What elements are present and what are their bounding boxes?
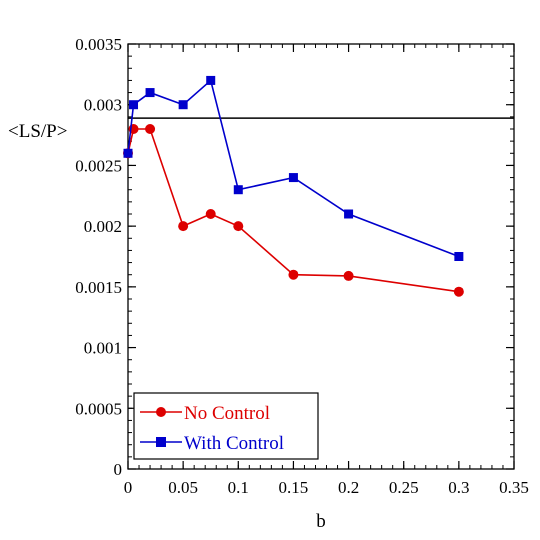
data-point-with-control: [344, 209, 354, 219]
legend-marker-with-control: [156, 437, 166, 447]
y-tick-label: 0.001: [84, 339, 122, 358]
data-point-no-control: [288, 269, 299, 280]
x-tick-label: 0.2: [338, 478, 359, 497]
data-point-with-control: [178, 100, 188, 110]
series-line-with-control: [127, 78, 460, 258]
x-tick-label: 0.35: [499, 478, 529, 497]
axis-ticks: [127, 43, 515, 470]
x-tick-label: 0.25: [389, 478, 419, 497]
x-tick-label: 0.1: [228, 478, 249, 497]
data-point-no-control: [453, 286, 464, 297]
data-point-no-control: [178, 221, 189, 232]
series-layer: [123, 75, 464, 297]
data-point-with-control: [233, 185, 243, 195]
x-tick-label: 0.05: [168, 478, 198, 497]
y-axis-label: <LS/P>: [8, 121, 67, 142]
legend-marker-no-control: [156, 407, 166, 417]
data-point-with-control: [206, 75, 216, 85]
data-point-with-control: [129, 100, 139, 110]
x-tick-label: 0: [124, 478, 133, 497]
y-tick-label: 0.002: [84, 217, 122, 236]
legend: No Control With Control: [133, 392, 319, 460]
x-axis-label: b: [316, 511, 326, 532]
data-point-no-control: [145, 124, 156, 134]
data-point-with-control: [145, 88, 155, 98]
legend-label-no-control: No Control: [184, 403, 270, 424]
legend-box: [133, 392, 319, 460]
x-tick-label: 0.15: [279, 478, 309, 497]
y-tick-label: 0.0025: [75, 156, 122, 175]
x-tick-label: 0.3: [448, 478, 469, 497]
data-point-with-control: [288, 173, 298, 183]
data-point-with-control: [123, 148, 133, 158]
data-point-no-control: [343, 270, 354, 281]
axis-tick-labels: 0 0.05 0.1 0.15 0.2 0.25 0.3 0.35 0 0.0005 0.001 0.…: [75, 35, 529, 497]
y-tick-label: 0.0005: [75, 399, 122, 418]
legend-label-with-control: With Control: [184, 433, 284, 454]
y-tick-label: 0.0015: [75, 278, 122, 297]
y-tick-label: 0: [114, 460, 123, 479]
data-point-with-control: [454, 252, 464, 261]
plot-frame: [127, 43, 515, 470]
y-tick-label: 0.0035: [75, 35, 122, 54]
y-tick-label: 0.003: [84, 96, 122, 115]
series-line-no-control: [127, 128, 459, 293]
data-point-no-control: [233, 221, 244, 232]
data-point-no-control: [205, 209, 216, 219]
